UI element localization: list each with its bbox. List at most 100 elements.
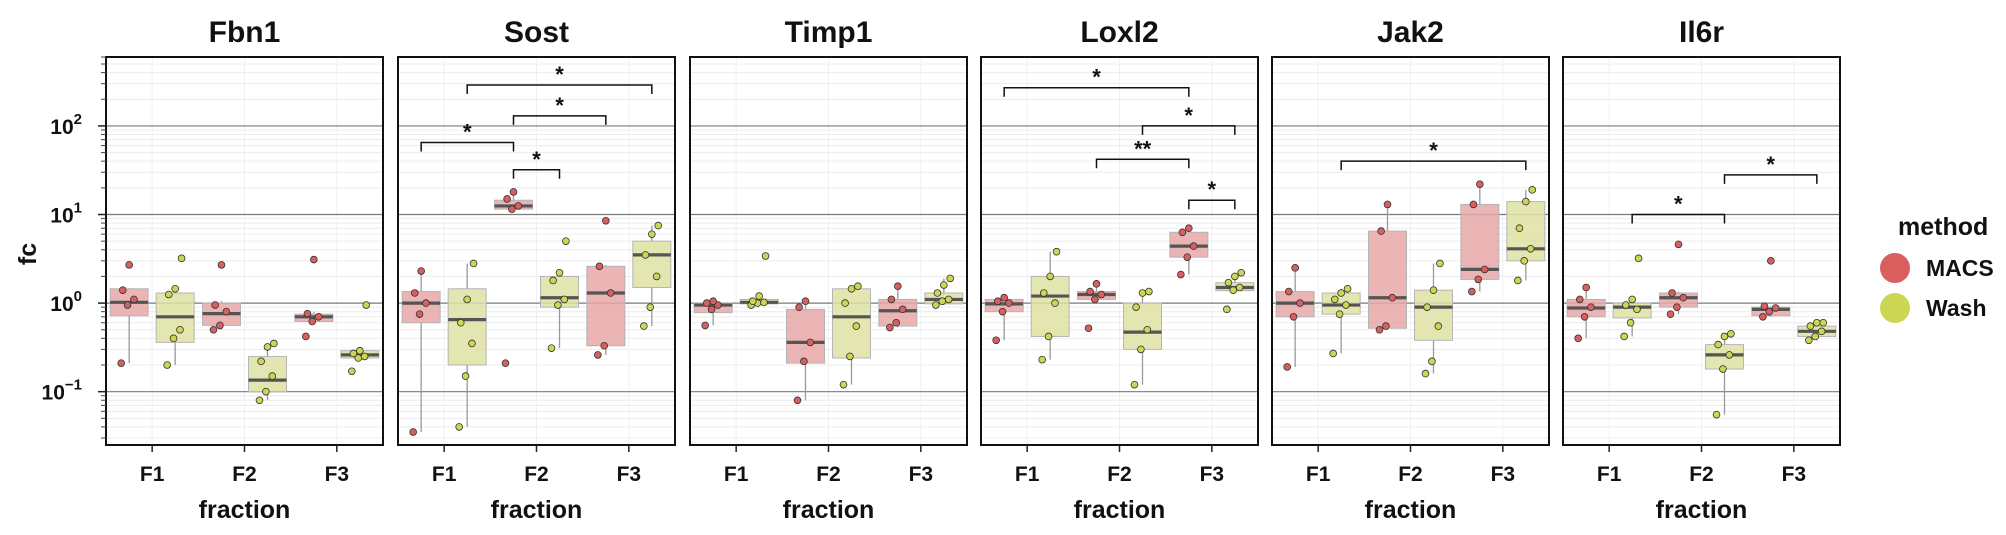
data-point (801, 297, 810, 306)
data-point (262, 387, 270, 396)
data-point (854, 282, 862, 291)
data-point (1805, 336, 1813, 345)
y-tick-exponent: 2 (74, 111, 82, 128)
data-point (648, 230, 656, 238)
significance-label: * (1766, 152, 1775, 177)
data-point (549, 276, 557, 285)
data-point (409, 428, 417, 436)
y-tick-label: 102 (50, 111, 82, 139)
significance-bracket: * (1188, 177, 1236, 210)
data-point (415, 310, 424, 318)
data-point (547, 344, 556, 352)
data-point (1145, 287, 1153, 296)
data-point (118, 286, 127, 294)
data-point (1468, 287, 1476, 296)
y-tick-exponent: 0 (74, 288, 82, 305)
box-f1-macs (1275, 264, 1315, 371)
box-f1-macs (693, 297, 733, 330)
data-point (555, 268, 564, 277)
facet-title: Loxl2 (1080, 16, 1158, 49)
x-tick-label: F1 (724, 463, 749, 486)
significance-label: * (1092, 65, 1101, 90)
data-point (514, 202, 523, 210)
data-point (1189, 242, 1198, 250)
data-point (1666, 310, 1675, 318)
data-point (998, 307, 1007, 316)
data-point (1720, 332, 1729, 341)
data-point (1382, 322, 1390, 330)
data-point (1005, 299, 1013, 307)
data-point (1046, 272, 1054, 281)
data-point (993, 297, 1002, 306)
data-point (1434, 322, 1443, 330)
data-point (302, 332, 310, 341)
box-body (1368, 230, 1407, 329)
data-point (163, 361, 171, 369)
data-point (1229, 286, 1238, 294)
x-tick-label: F2 (1398, 463, 1423, 486)
data-point (1183, 253, 1192, 261)
data-point (944, 295, 953, 304)
x-tick-label: F3 (1200, 463, 1225, 486)
x-axis-title: fraction (1365, 496, 1457, 524)
x-axis-title: fraction (1656, 496, 1748, 524)
data-point (1714, 340, 1722, 349)
data-point (1178, 228, 1187, 237)
box-body (401, 291, 441, 324)
data-point (1628, 295, 1636, 304)
legend-label-wash: Wash (1926, 295, 1987, 321)
data-point (1626, 318, 1635, 327)
box-body (1612, 302, 1652, 319)
data-point (938, 297, 947, 306)
x-tick-label: F1 (1597, 463, 1622, 486)
data-point (1520, 257, 1529, 265)
box-body (786, 308, 825, 364)
data-point (1811, 332, 1820, 341)
significance-bracket: * (466, 62, 653, 94)
box-f1-wash (1612, 254, 1652, 341)
data-point (130, 295, 138, 304)
y-tick-base: 10 (50, 205, 73, 228)
data-point (1000, 293, 1008, 302)
data-point (1760, 302, 1769, 311)
significance-label: * (1429, 138, 1438, 163)
data-point (1051, 299, 1059, 307)
data-point (1289, 313, 1298, 321)
data-point (468, 339, 476, 348)
box-f1-macs (109, 261, 149, 367)
x-tick-label: F1 (1306, 463, 1331, 486)
data-point (755, 292, 763, 300)
data-point (646, 303, 655, 311)
x-tick-label: F3 (1782, 463, 1807, 486)
bracket-line (1095, 158, 1190, 169)
data-point (503, 195, 511, 203)
data-point (1038, 355, 1046, 364)
facet-title: Il6r (1679, 16, 1724, 49)
box-f3-wash (924, 274, 964, 309)
data-point (177, 254, 186, 263)
data-point (1725, 351, 1734, 359)
significance-bracket: * (1003, 65, 1190, 97)
box-body (1123, 302, 1162, 350)
x-tick-label: F1 (432, 463, 457, 486)
data-point (1235, 283, 1244, 292)
significance-bracket: * (1631, 192, 1726, 224)
data-point (1528, 186, 1537, 194)
data-point (1526, 245, 1535, 253)
data-point (1130, 380, 1139, 389)
significance-label: * (532, 147, 541, 172)
data-point (1574, 334, 1582, 343)
panel-sost: Sost * * * * F1 F2 F3 fraction (397, 16, 676, 524)
data-point (1137, 345, 1145, 354)
data-point (1231, 272, 1239, 281)
significance-bracket: * (420, 120, 515, 152)
box-f1-macs (984, 293, 1024, 345)
data-point (509, 188, 518, 196)
box-body (832, 288, 871, 359)
box-f2-wash (248, 339, 287, 405)
data-point (211, 301, 219, 309)
data-point (1343, 284, 1352, 293)
data-point (795, 303, 803, 311)
data-point (1727, 330, 1735, 338)
